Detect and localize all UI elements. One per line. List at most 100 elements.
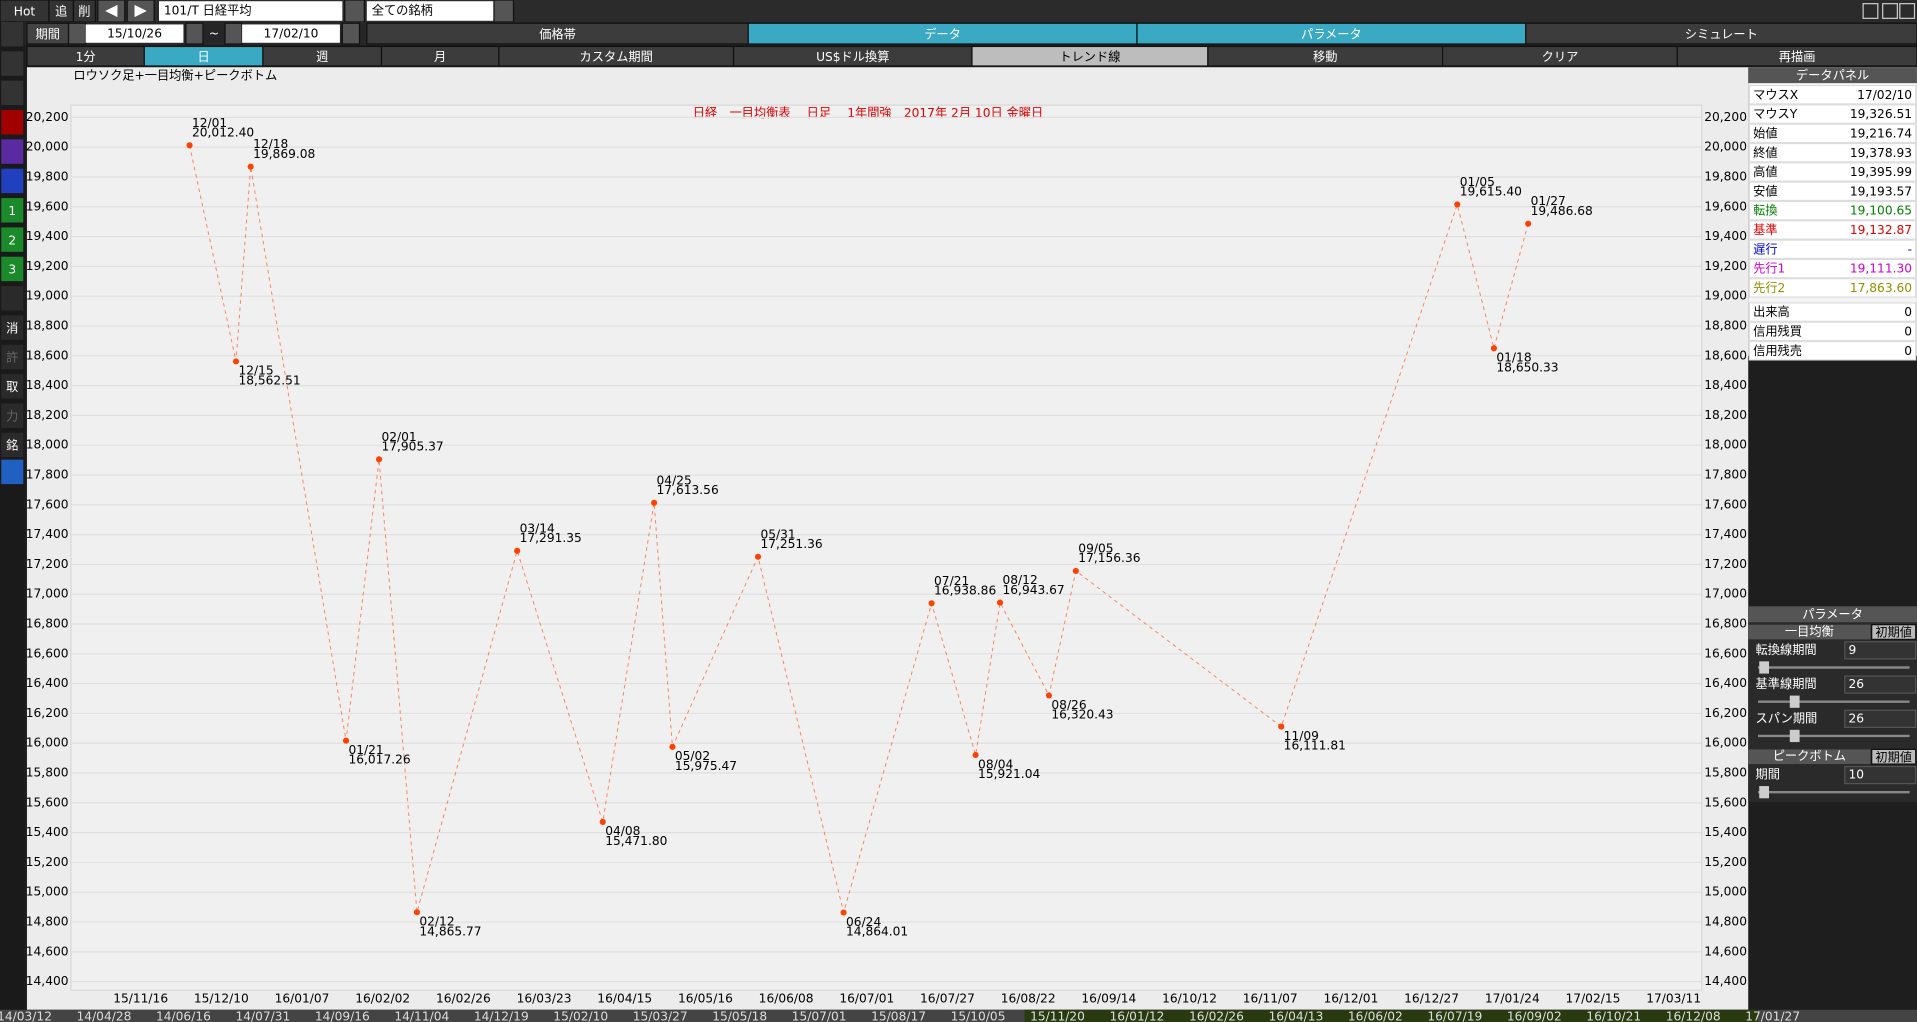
symbol-box[interactable] xyxy=(158,1,343,21)
sidebar-label: 許 xyxy=(6,351,18,365)
y-tick-label: 15,600 xyxy=(26,795,69,809)
y-tick-label-right: 20,000 xyxy=(1704,140,1747,154)
scroll-label: 14/07/31 xyxy=(235,1010,290,1022)
y-tick-label-right: 18,600 xyxy=(1704,348,1747,362)
y-tick-label: 14,400 xyxy=(26,974,69,988)
sidebar-button[interactable] xyxy=(1,315,24,340)
peak-value: 16,320.43 xyxy=(1051,708,1113,722)
peak-marker xyxy=(599,818,606,825)
peak-value: 15,471.80 xyxy=(605,834,667,848)
sidebar-icon[interactable] xyxy=(1,110,24,135)
period-prev[interactable] xyxy=(67,22,87,45)
param-input[interactable] xyxy=(1844,641,1917,660)
sidebar-button[interactable] xyxy=(1,344,24,370)
y-tick-label-right: 18,800 xyxy=(1704,318,1747,332)
param-input[interactable] xyxy=(1844,675,1917,694)
y-tick-label-right: 17,600 xyxy=(1704,497,1747,511)
filter-box[interactable] xyxy=(366,1,494,21)
peak-date: 06/24 xyxy=(846,915,881,929)
period-sep: ~ xyxy=(209,27,219,41)
window-button[interactable] xyxy=(1899,3,1916,19)
sidebar-button[interactable] xyxy=(1,432,24,458)
data-row xyxy=(1748,220,1917,240)
reset-button[interactable] xyxy=(1871,624,1917,640)
y-tick-label: 14,600 xyxy=(26,944,69,958)
x-tick-label: 17/02/15 xyxy=(1566,991,1621,1005)
scroll-thumb[interactable] xyxy=(1024,1009,1759,1022)
sidebar-icon[interactable] xyxy=(1,80,24,106)
data-panel-title: データパネル xyxy=(1796,67,1869,82)
filter-drop[interactable] xyxy=(493,0,515,23)
x-tick-label: 16/01/07 xyxy=(275,991,330,1005)
sidebar-button[interactable] xyxy=(1,374,24,399)
data-row-label: マウスY xyxy=(1753,107,1798,121)
tool-button-label: 再描画 xyxy=(1779,50,1816,64)
y-tick-label: 16,400 xyxy=(26,676,69,690)
y-tick-label-right: 17,000 xyxy=(1704,587,1747,601)
y-tick-label-right: 16,000 xyxy=(1704,736,1747,750)
tool-button-label: 月 xyxy=(434,50,446,64)
peak-date: 08/26 xyxy=(1051,698,1086,712)
sidebar-icon[interactable] xyxy=(1,139,24,164)
window-button[interactable] xyxy=(1882,3,1898,19)
window-button[interactable] xyxy=(1862,3,1879,19)
peak-marker xyxy=(247,163,254,170)
sidebar-button[interactable] xyxy=(1,227,24,252)
sidebar-icon[interactable] xyxy=(1,22,24,47)
period-prev2[interactable] xyxy=(224,22,243,45)
param-label: 転換線期間 xyxy=(1756,642,1817,657)
slider-thumb[interactable] xyxy=(1789,695,1800,708)
y-tick-label-right: 15,800 xyxy=(1704,766,1747,780)
peak-date: 08/04 xyxy=(978,757,1013,771)
y-tick-label: 18,800 xyxy=(26,318,69,332)
param-input[interactable] xyxy=(1844,709,1917,728)
peak-marker xyxy=(997,599,1004,606)
sidebar-gear[interactable] xyxy=(1,459,24,485)
sidebar-button[interactable] xyxy=(1,256,24,282)
reset-button[interactable] xyxy=(1871,748,1917,765)
data-row xyxy=(1748,302,1917,322)
slider-thumb[interactable] xyxy=(1789,729,1800,743)
scroll-label: 14/03/12 xyxy=(0,1010,52,1022)
slider-thumb[interactable] xyxy=(1759,661,1770,674)
peak-marker xyxy=(1072,567,1079,574)
period-next[interactable] xyxy=(185,22,204,45)
y-tick-label: 16,200 xyxy=(26,706,69,720)
peak-value: 18,562.51 xyxy=(238,373,300,387)
scroll-label: 15/02/10 xyxy=(553,1010,608,1022)
data-row-label: 始値 xyxy=(1753,125,1777,140)
x-tick-label: 16/09/14 xyxy=(1081,991,1136,1005)
tool-button-label: 週 xyxy=(316,50,328,64)
data-row-value: 0 xyxy=(1904,344,1912,358)
param-label: 基準線期間 xyxy=(1756,676,1817,691)
peak-date: 07/21 xyxy=(934,574,969,588)
sidebar-star[interactable] xyxy=(1,286,24,311)
slider-thumb[interactable] xyxy=(1759,786,1770,799)
x-tick-label: 17/03/11 xyxy=(1646,991,1701,1005)
sidebar-icon[interactable] xyxy=(1,168,24,194)
tool-button-label: US$ドル換算 xyxy=(816,49,889,64)
symbol-drop[interactable] xyxy=(344,0,365,23)
period-next2[interactable] xyxy=(341,22,361,45)
peak-marker xyxy=(375,456,383,463)
period-to-box[interactable] xyxy=(242,24,340,43)
sidebar-button[interactable] xyxy=(1,198,24,223)
x-tick-label: 16/02/02 xyxy=(355,991,410,1005)
data-row-value: 19,111.30 xyxy=(1850,262,1912,276)
peak-marker xyxy=(651,499,658,506)
sidebar-icon[interactable] xyxy=(1,51,24,76)
y-tick-label: 15,400 xyxy=(26,825,69,839)
peak-marker xyxy=(669,743,676,750)
param-group xyxy=(1748,624,1871,640)
period-from-box[interactable] xyxy=(85,24,184,43)
scroll-label: 15/11/20 xyxy=(1030,1010,1085,1022)
sidebar-button[interactable] xyxy=(1,403,24,428)
peak-marker xyxy=(1278,723,1285,730)
y-tick-label-right: 15,000 xyxy=(1704,885,1747,899)
y-tick-label: 16,000 xyxy=(26,736,69,750)
peak-date: 12/01 xyxy=(192,116,227,130)
hot-button-label: Hot xyxy=(14,5,36,19)
param-input[interactable] xyxy=(1844,765,1917,785)
peak-value: 19,869.08 xyxy=(253,147,315,161)
x-tick-label: 16/06/08 xyxy=(759,991,814,1005)
